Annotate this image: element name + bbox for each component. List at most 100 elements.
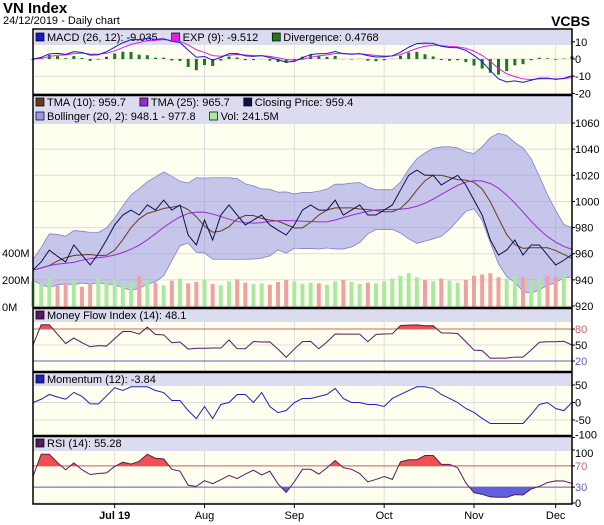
y-tick-label: 1060 [575,118,599,130]
divergence-bar [64,58,68,59]
volume-bar [186,283,191,307]
volume-bar [325,284,329,307]
volume-bar [300,284,305,307]
divergence-bar [374,59,378,62]
tma10-line [32,174,573,271]
volume-bar [382,281,387,307]
divergence-bar [431,56,435,59]
divergence-bar [105,56,108,59]
y-tick-label: 10 [575,37,587,49]
divergence-bar [121,51,125,59]
mfi-line [32,324,573,359]
volume-bar [365,282,370,307]
volume-bar [504,278,509,307]
volume-bar [47,278,52,307]
chart-border [32,28,573,505]
divergence-bar [415,51,419,59]
divergence-bar [325,56,329,59]
legend-swatch [171,32,181,42]
rsi-oversold-fill [33,487,572,498]
volume-bar [292,281,297,307]
volume-bar [88,283,93,307]
divergence-bar [219,59,223,61]
x-axis-label: Aug [195,510,215,522]
divergence-bar [80,57,84,59]
legend-swatch [35,438,45,448]
divergence-bar [456,59,460,61]
legend-label: TMA (25): 965.7 [151,97,230,109]
y-tick-label: 100 [575,448,593,460]
divergence-bar [439,59,443,61]
x-axis-label: Sep [285,510,305,522]
volume-bar [284,280,289,307]
volume-bar [357,284,362,307]
volume-bar [308,282,313,307]
legend-swatch [209,111,218,121]
legend-swatch [139,97,149,107]
volume-tick-label: 400M [2,248,30,260]
divergence-bar [382,59,386,61]
divergence-bar [407,52,411,59]
rsi-legend-band [33,437,572,451]
legend-swatch [35,310,45,320]
divergence-bar [284,59,288,63]
exp-signal-line [32,39,573,80]
divergence-bar [513,59,517,66]
price-legend-band [33,96,572,124]
legend-label: Divergence: 0.4768 [283,32,378,44]
volume-bar [96,277,101,307]
tma25-line [32,180,573,271]
divergence-bar [235,57,239,59]
legend-swatch [35,111,45,121]
momentum-line [32,386,573,424]
y-tick-label: 0 [575,398,581,410]
legend-label: Closing Price: 959.4 [255,97,353,109]
divergence-bar [56,56,59,59]
volume-bar [104,281,109,307]
divergence-bar [317,55,321,59]
divergence-bar [186,59,190,68]
divergence-bar [252,59,255,61]
legend-label: TMA (10): 959.7 [47,97,126,109]
legend-label: Bollinger (20, 2): 948.1 - 977.8 [47,111,196,123]
legend-swatch [35,374,45,384]
legend-label: EXP (9): -9.512 [183,32,259,44]
volume-bar [71,280,76,307]
divergence-bar [562,58,566,59]
y-tick-label: 1040 [575,144,599,156]
rsi-overbought-fill [33,454,572,466]
volume-bar [194,282,199,307]
y-tick-label: 1000 [575,196,599,208]
y-tick-label: 960 [575,249,593,261]
macd-line [32,37,573,83]
divergence-bar [333,55,337,59]
volume-bar [496,277,501,307]
divergence-bar [162,57,166,59]
volume-bar [349,282,354,307]
divergence-bar [480,59,484,69]
divergence-bar [170,59,174,61]
volume-bar [129,282,133,307]
y-tick-label: 50 [575,340,587,352]
brand-label: VCBS [551,13,590,29]
divergence-bar [399,55,402,59]
y-tick-label: 70 [575,461,587,473]
chart-subtitle: 24/12/2019 - Daily chart [3,15,120,27]
divergence-bar [423,54,427,59]
volume-bar [202,280,207,307]
volume-bar [414,277,419,307]
volume-bar [267,284,272,307]
y-tick-label: 980 [575,223,593,235]
y-tick-label: 920 [575,301,593,313]
divergence-bar [505,59,509,72]
volume-bar [153,282,158,307]
volume-bar [374,283,378,307]
volume-bar [333,281,338,307]
volume-bar [488,273,493,307]
volume-bar [259,283,264,307]
volume-bar [561,274,566,307]
divergence-bar [194,59,198,71]
volume-bar [218,285,223,307]
volume-bar [553,277,558,307]
